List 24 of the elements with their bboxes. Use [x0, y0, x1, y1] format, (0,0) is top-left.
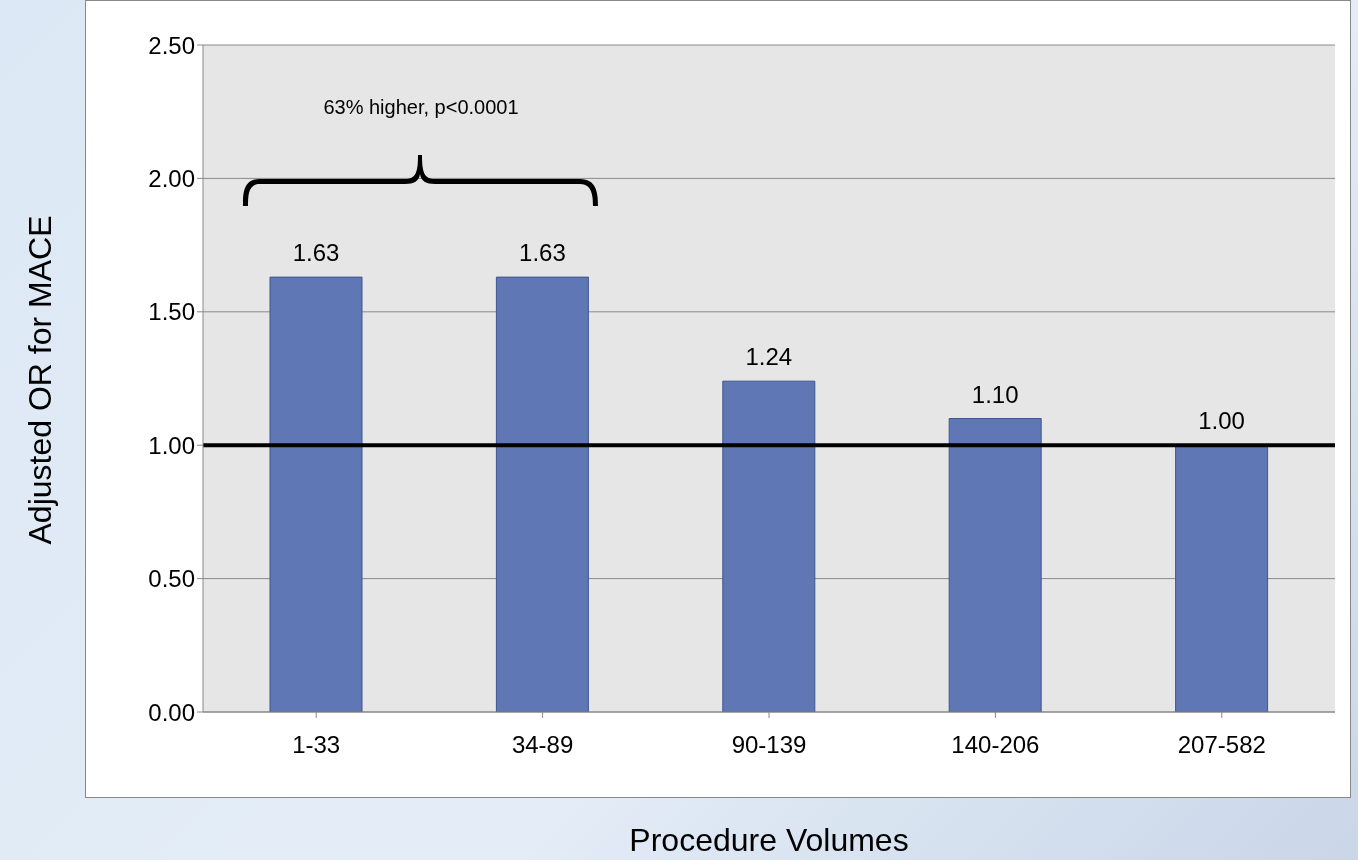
- y-tick-label: 2.00: [148, 164, 195, 192]
- data-label: 1.10: [971, 380, 1019, 408]
- bar: [495, 276, 589, 712]
- annotation: 63% higher, p<0.0001: [322, 96, 520, 119]
- y-tick-label: 0.50: [148, 565, 195, 593]
- data-label: 1.63: [519, 239, 566, 267]
- data-label: 1.00: [1198, 407, 1245, 435]
- data-label: 1.24: [745, 343, 793, 371]
- y-axis-title: Adjusted OR for MACE: [21, 215, 59, 545]
- y-tick-label: 0.00: [148, 698, 195, 726]
- y-tick-label: 1.00: [148, 431, 195, 459]
- data-label: 1.63: [292, 239, 340, 267]
- x-tick-label: 140-206: [951, 731, 1040, 759]
- y-tick-label: 1.50: [148, 298, 195, 326]
- x-tick-label: 207-582: [1177, 731, 1266, 759]
- bar: [269, 276, 363, 712]
- x-axis-title: Procedure Volumes: [628, 822, 910, 859]
- bar: [948, 418, 1042, 712]
- x-tick-label: 34-89: [511, 731, 574, 759]
- bar: [1175, 444, 1269, 712]
- bar: [722, 380, 816, 712]
- x-tick-label: 90-139: [731, 731, 807, 759]
- y-tick-label: 2.50: [148, 31, 195, 59]
- x-tick-label: 1-33: [292, 731, 341, 759]
